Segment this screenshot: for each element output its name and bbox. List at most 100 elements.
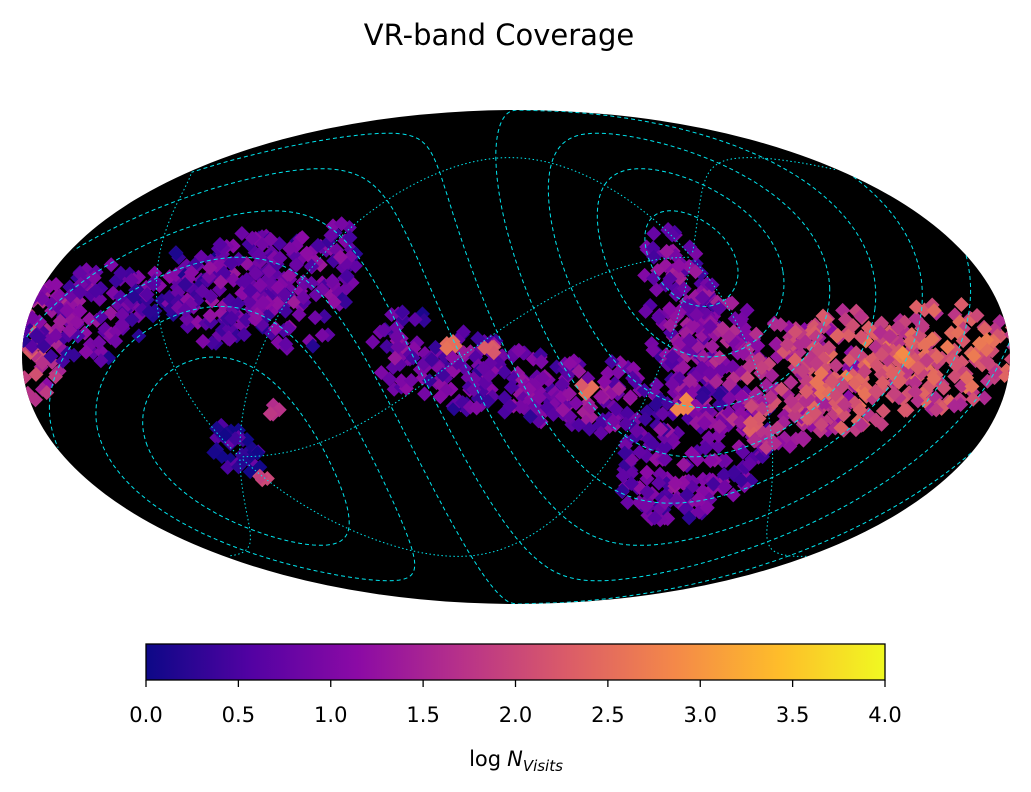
coverage-cell	[969, 307, 985, 323]
coverage-cell	[554, 376, 570, 392]
coverage-cell	[91, 335, 107, 351]
coverage-cell	[688, 264, 704, 280]
coverage-cell	[236, 453, 252, 469]
coverage-cell	[432, 389, 448, 405]
coverage-cell	[535, 370, 551, 386]
coverage-cell	[272, 250, 288, 266]
coverage-cell	[676, 281, 692, 297]
coverage-cell	[201, 268, 217, 284]
coverage-cell	[783, 375, 799, 391]
coverage-cell	[177, 277, 193, 293]
coverage-cell	[22, 327, 24, 343]
coverage-cell	[277, 303, 293, 319]
coverage-cell	[919, 352, 935, 368]
coverage-cell	[0, 335, 4, 350]
coverage-cell	[768, 336, 784, 352]
coverage-cell	[959, 370, 975, 386]
coverage-cell	[497, 364, 513, 380]
coverage-cell	[754, 360, 770, 376]
coverage-cell	[0, 340, 14, 355]
coverage-cell	[480, 393, 496, 409]
coverage-cell	[639, 484, 655, 500]
colorbar-tick-label: 3.0	[684, 703, 717, 727]
coverage-cell	[767, 435, 783, 451]
coverage-cell	[676, 457, 692, 473]
coverage-cell	[241, 294, 257, 310]
coverage-cell	[773, 317, 789, 333]
coverage-cell	[638, 303, 654, 319]
coverage-cell	[5, 306, 20, 321]
coverage-cell	[747, 433, 763, 449]
coverage-cell	[533, 354, 549, 370]
coverage-cell	[230, 296, 246, 312]
coverage-cell	[762, 389, 778, 405]
coverage-cell	[725, 487, 741, 503]
coverage-cell	[0, 299, 15, 314]
coverage-cell	[868, 412, 884, 428]
coverage-cell	[22, 327, 26, 343]
coverage-cell	[195, 333, 211, 349]
coverage-cell	[416, 313, 432, 329]
coverage-cell	[48, 328, 64, 344]
coverage-heatmap	[0, 216, 1031, 528]
coverage-cell	[735, 345, 751, 361]
coverage-cell	[139, 287, 155, 303]
coverage-cell	[1020, 360, 1031, 375]
coverage-cell	[261, 263, 277, 279]
coverage-cell	[2, 378, 17, 393]
coverage-cell	[704, 339, 720, 355]
coverage-cell	[288, 257, 304, 273]
coverage-cell	[267, 320, 283, 336]
coverage-cell	[874, 347, 890, 363]
coverage-cell	[715, 320, 731, 336]
coverage-cell	[669, 401, 685, 417]
coverage-cell	[502, 398, 518, 414]
coverage-cell	[305, 338, 321, 354]
colorbar-tick-label: 2.5	[591, 703, 624, 727]
coverage-cell	[853, 329, 869, 345]
coverage-cell	[818, 312, 834, 328]
coverage-cell	[735, 444, 751, 460]
coverage-cell	[212, 236, 228, 252]
coverage-cell	[512, 399, 528, 415]
coverage-cell	[93, 309, 109, 325]
coverage-cell	[645, 436, 661, 452]
coverage-cell	[608, 401, 624, 417]
grid-latitude-line	[25, 210, 1010, 582]
coverage-cell	[857, 386, 873, 402]
coverage-cell	[44, 296, 60, 312]
coverage-cell	[0, 370, 5, 385]
coverage-cell	[522, 409, 538, 425]
coverage-cell	[291, 307, 307, 323]
coverage-cell	[202, 260, 218, 276]
coverage-cell	[652, 466, 668, 482]
coverage-cell	[521, 381, 537, 397]
coverage-cell	[681, 332, 697, 348]
coverage-cell	[3, 311, 18, 326]
coverage-cell	[748, 326, 764, 342]
coverage-cell	[93, 353, 109, 369]
coverage-cell	[807, 405, 823, 421]
coverage-cell	[987, 364, 1003, 380]
coverage-cell	[636, 382, 652, 398]
coverage-cell	[615, 468, 631, 484]
coverage-cell	[28, 366, 44, 382]
coverage-cell	[853, 308, 869, 324]
coverage-cell	[114, 318, 130, 334]
coverage-cell	[0, 357, 8, 372]
coverage-cell	[947, 369, 963, 385]
coverage-cell	[648, 397, 664, 413]
coverage-cell	[689, 307, 705, 323]
coverage-cell	[43, 348, 59, 364]
coverage-cell	[304, 258, 320, 274]
coverage-cell	[664, 376, 680, 392]
coverage-cell	[699, 500, 715, 516]
coverage-cell	[177, 302, 193, 318]
coverage-cell	[787, 324, 803, 340]
coverage-cell	[281, 268, 297, 284]
coverage-cell	[108, 333, 124, 349]
coverage-cell	[59, 303, 75, 319]
coverage-cell	[22, 326, 25, 342]
colorbar	[145, 643, 886, 681]
colorbar-tick-label: 0.5	[222, 703, 255, 727]
